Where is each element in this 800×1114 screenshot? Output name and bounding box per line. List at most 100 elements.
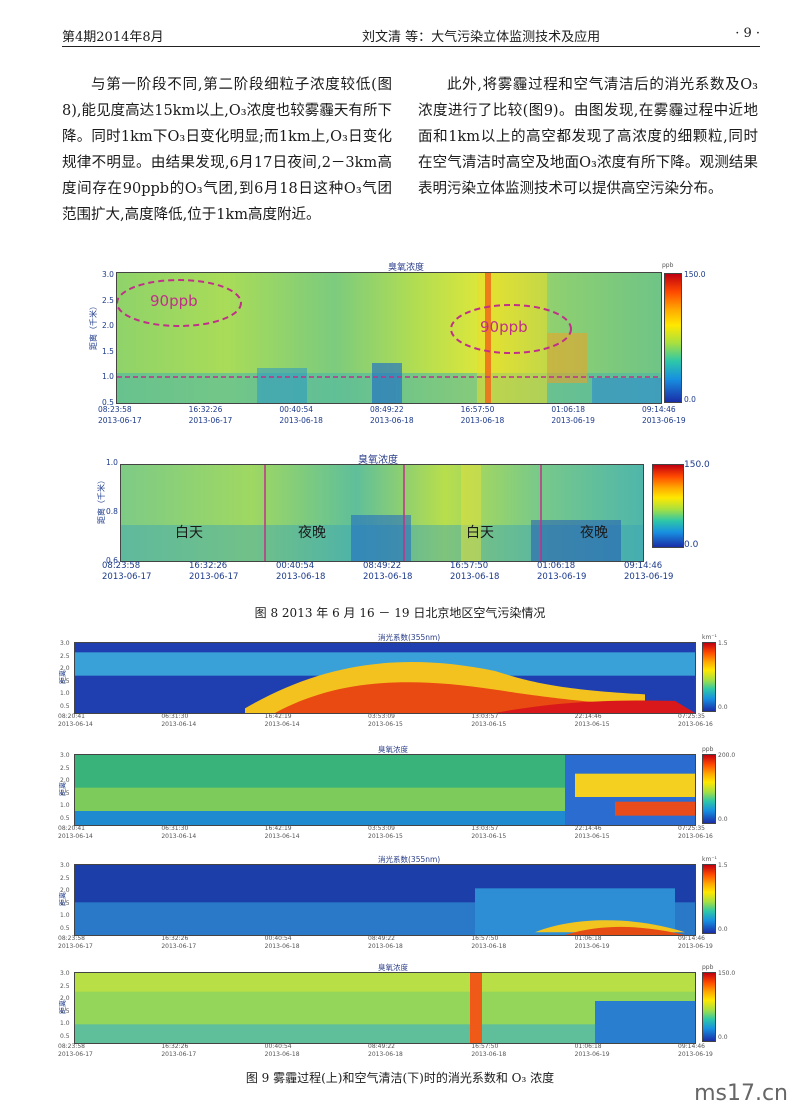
fig8-bottom-ylabel: 距离（千米） [97,476,106,524]
journal-issue: 第4期2014年8月 [62,30,164,45]
xtick-date: 2013-06-19 [537,572,587,582]
fig9-cbar-max: 1.5 [718,640,728,647]
ytick-label: 2.5 [102,295,114,305]
xtick-date: 2013-06-14 [58,721,93,728]
fig9-panel-title: 消光系数(355nm) [378,855,441,864]
fig8-label-night-1: 夜晚 [298,525,326,541]
xtick-time: 01:06:18 [551,405,586,414]
xtick-time: 22:14:46 [574,713,602,720]
xtick-time: 08:23:58 [102,561,141,571]
ytick-label: 1.0 [60,690,70,697]
fig8-bottom-panel: 臭氧浓度 距离（千米） 白天 夜晚 白天 夜晚 1.0 0.8 0.6 08:23:… [80,452,730,592]
ytick-label: 3.0 [102,270,114,279]
fig8-top-cbar-max: 150.0 [684,270,706,279]
xtick-date: 2013-06-19 [642,416,686,425]
xtick-date: 2013-06-18 [264,1051,300,1058]
ytick-label: 2.5 [60,764,70,772]
fig9-cbar-max: 1.5 [718,862,728,869]
fig9-panel-title: 臭氧浓度 [378,963,408,972]
xtick-time: 16:32:26 [161,1043,189,1050]
fig8-annotation-90ppb-1: 90ppb [150,292,198,310]
fig9-colorbar [702,754,716,824]
xtick-date: 2013-06-14 [161,833,197,840]
xtick-time: 08:23:58 [58,1043,85,1050]
xtick-time: 08:49:22 [368,1043,395,1050]
ytick-label: 0.6 [106,556,118,565]
fig8-top-title: 臭氧浓度 [388,263,425,273]
fig8-annotation-90ppb-2: 90ppb [480,318,528,336]
xtick-date: 2013-06-16 [678,833,713,840]
ytick-label: 2.0 [60,995,70,1002]
fig9-cbar-min: 0.0 [718,816,728,823]
xtick-date: 2013-06-18 [370,416,414,425]
fig8-top-cbar-min: 0.0 [684,395,696,404]
ytick-label: 2.5 [60,874,70,882]
ytick-label: 2.5 [60,652,70,660]
xtick-time: 16:57:50 [471,935,499,942]
fig9-panel-heatmap [74,642,696,714]
xtick-time: 09:14:46 [678,935,705,942]
ytick-label: 2.0 [60,665,70,672]
fig8-label-daytime-2: 白天 [466,525,494,541]
fig9-panel-heatmap [74,754,696,826]
fig9-panel-2: 臭氧浓度 距离 3.0 2.5 2.0 1.5 1.0 0.5 08:20:41 2013-06-… [48,744,748,844]
fig8-top-heatmap [116,272,662,404]
fig9-unit: km⁻¹ [702,856,717,863]
xtick-time: 01:06:18 [574,935,602,942]
fig9-colorbar [702,972,716,1042]
fig8-top-colorbar [664,273,682,403]
ytick-label: 3.0 [60,970,70,977]
fig9-cbar-min: 0.0 [718,1034,728,1041]
xtick-time: 08:49:22 [370,405,404,414]
xtick-date: 2013-06-15 [368,833,403,840]
xtick-time: 08:20:41 [58,825,85,832]
fig8-bottom-heatmap [120,464,644,562]
running-header: 第4期2014年8月 刘文清 等：大气污染立体监测技术及应用 · 9 · [62,24,760,47]
fig9-panel-heatmap [74,864,696,936]
ytick-label: 1.0 [60,912,70,919]
fig9-caption: 图 9 雾霾过程(上)和空气清洁(下)时的消光系数和 O₃ 浓度 [245,1071,555,1085]
fig9-cbar-max: 200.0 [718,752,736,759]
xtick-time: 03:53:09 [368,713,395,720]
xtick-time: 08:23:58 [58,935,85,942]
xtick-time: 22:14:46 [574,825,602,832]
xtick-date: 2013-06-18 [368,1051,403,1058]
ytick-label: 0.8 [106,507,118,516]
ytick-label: 0.5 [102,398,114,407]
xtick-time: 09:14:46 [642,405,676,414]
fig9-panel-4: 臭氧浓度 距离 3.0 2.5 2.0 1.5 1.0 0.5 08:23:58 2013-06-… [48,962,748,1062]
xtick-time: 08:20:41 [58,713,85,720]
fig8-caption: 图 8 2013 年 6 月 16 － 19 日北京地区空气污染情况 [254,606,546,620]
ytick-label: 3.0 [60,862,70,869]
fig9-cbar-min: 0.0 [718,926,728,933]
fig9-panel-title: 臭氧浓度 [378,745,408,754]
xtick-date: 2013-06-15 [574,833,610,840]
ytick-label: 0.5 [60,814,70,822]
ytick-label: 2.0 [60,777,70,784]
xtick-date: 2013-06-17 [188,416,233,425]
xtick-date: 2013-06-17 [102,572,152,582]
xtick-time: 01:06:18 [537,561,576,571]
fig9-panel-1: 消光系数(355nm) 距离 3.0 2.5 2.0 1.5 1.0 0.5 08:20:41 2… [48,632,748,732]
fig8-label-night-2: 夜晚 [580,525,608,541]
xtick-time: 16:57:50 [450,561,489,571]
xtick-date: 2013-06-19 [551,416,595,425]
fig9-panel-title: 消光系数(355nm) [378,633,441,642]
ytick-label: 1.0 [60,802,70,809]
xtick-time: 07:25:35 [678,713,705,720]
fig8-bottom-cbar-min: 0.0 [684,540,699,550]
xtick-date: 2013-06-16 [678,721,713,728]
xtick-time: 06:31:30 [161,825,189,832]
xtick-date: 2013-06-15 [368,721,403,728]
xtick-time: 00:40:54 [264,935,292,942]
xtick-date: 2013-06-18 [363,572,413,582]
xtick-time: 06:31:30 [161,713,189,720]
xtick-time: 16:57:50 [460,405,495,414]
ytick-label: 0.5 [60,924,70,932]
ytick-label: 2.0 [60,887,70,894]
ytick-label: 1.5 [60,899,70,907]
xtick-date: 2013-06-15 [574,721,610,728]
xtick-date: 2013-06-14 [264,721,300,728]
watermark: ms17.cn [694,1081,788,1106]
fig8-top-unit: ppb [662,262,674,269]
